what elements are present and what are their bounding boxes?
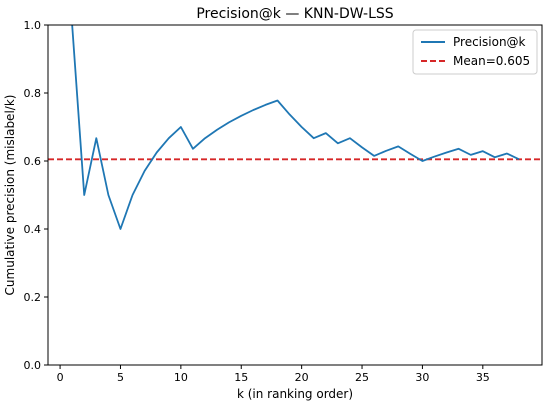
series-lines <box>71 25 520 230</box>
x-tick-label: 30 <box>415 371 429 384</box>
x-tick-label: 25 <box>355 371 369 384</box>
legend: Precision@k Mean=0.605 <box>412 29 538 75</box>
plot-frame <box>47 24 543 366</box>
y-axis-label: Cumulative precision (mislabel/k) <box>3 95 17 296</box>
chart-title: Precision@k — KNN-DW-LSS <box>196 6 393 22</box>
x-tick-label: 0 <box>57 371 64 384</box>
x-tick-label: 5 <box>117 371 124 384</box>
y-tick-label: 0.6 <box>24 155 42 168</box>
y-tick-label: 0.0 <box>24 359 42 372</box>
x-tick-label: 20 <box>295 371 309 384</box>
y-tick-label: 0.8 <box>24 87 42 100</box>
y-tick-label: 1.0 <box>24 19 42 32</box>
y-tick-label: 0.4 <box>24 223 42 236</box>
plot-area <box>48 25 542 230</box>
y-axis-ticks: 0.0 0.2 0.4 0.6 0.8 1.0 <box>24 19 48 372</box>
x-axis-label: k (in ranking order) <box>237 387 353 401</box>
x-tick-label: 15 <box>234 371 248 384</box>
series-line-precision-at-k <box>71 25 520 230</box>
x-tick-label: 10 <box>174 371 188 384</box>
x-axis-ticks: 0 5 10 15 20 25 30 35 <box>57 365 490 384</box>
x-tick-label: 35 <box>476 371 490 384</box>
legend-label-mean: Mean=0.605 <box>453 54 530 68</box>
y-tick-label: 0.2 <box>24 291 42 304</box>
legend-label-precision: Precision@k <box>453 35 526 49</box>
